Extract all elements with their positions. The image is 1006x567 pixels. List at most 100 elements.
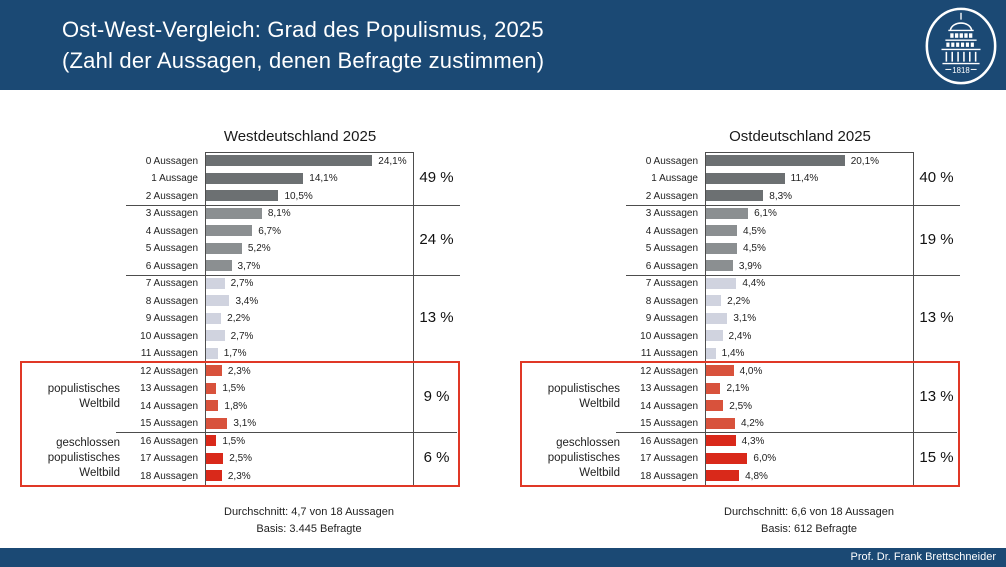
divider-line xyxy=(616,432,957,433)
value-label: 8,1% xyxy=(267,208,291,219)
chart-footnote: Basis: 612 Befragte xyxy=(760,523,857,535)
bar xyxy=(206,277,225,289)
logo-year: 1818 xyxy=(952,66,969,75)
chart-footnote: Durchschnitt: 4,7 von 18 Aussagen xyxy=(224,506,394,518)
value-label: 4,4% xyxy=(742,278,766,289)
group-share-label: 6 % xyxy=(423,449,450,467)
divider-line xyxy=(116,432,457,433)
value-label: 14,1% xyxy=(309,173,338,184)
group-share-label: 15 % xyxy=(919,449,954,467)
chart-footnote: Durchschnitt: 6,6 von 18 Aussagen xyxy=(724,506,894,518)
value-label: 5,2% xyxy=(247,243,271,254)
category-label: 18 Aussagen xyxy=(140,470,198,482)
value-label: 4,5% xyxy=(743,225,766,237)
bar xyxy=(706,295,722,307)
category-label: 11 Aussagen xyxy=(140,348,198,359)
category-label: 5 Aussagen xyxy=(145,243,198,254)
slide-title-line1: Ost-West-Vergleich: Grad des Populismus,… xyxy=(62,17,544,42)
populism-highlight-box xyxy=(520,361,960,487)
value-label: 2,5% xyxy=(229,453,253,464)
category-label: 10 Aussagen xyxy=(640,330,698,342)
value-label: 20,1% xyxy=(850,155,880,167)
category-label: 11 Aussagen xyxy=(640,348,698,359)
bar xyxy=(206,435,217,447)
category-label: 0 Aussagen xyxy=(645,155,698,167)
value-label: 6,1% xyxy=(754,208,777,219)
bar xyxy=(206,225,253,237)
bar xyxy=(706,242,738,254)
category-label: 12 Aussagen xyxy=(640,365,698,377)
chart-footnote: Basis: 3.445 Befragte xyxy=(256,523,362,535)
group-share-label: 24 % xyxy=(419,230,454,248)
bar xyxy=(706,225,738,237)
category-label: 9 Aussagen xyxy=(645,313,698,324)
value-label: 2,5% xyxy=(729,400,753,412)
divider-line xyxy=(913,152,914,485)
bar xyxy=(706,260,733,272)
bar xyxy=(206,190,279,202)
value-label: 1,8% xyxy=(224,400,248,412)
value-label: 1,4% xyxy=(721,348,745,359)
value-label: 4,8% xyxy=(745,470,768,482)
chart-title: Westdeutschland 2025 xyxy=(223,128,377,145)
category-label: 1 Aussage xyxy=(151,173,198,184)
chart-west: Westdeutschland 2025 0 Aussagen 24,1% 1 Aus… xyxy=(20,120,482,548)
bar xyxy=(706,417,735,429)
value-label: 3,1% xyxy=(233,418,257,429)
bar xyxy=(706,330,723,342)
credit-bar: Prof. Dr. Frank Brettschneider xyxy=(0,548,1006,567)
value-label: 2,2% xyxy=(727,295,750,307)
category-label: 13 Aussagen xyxy=(140,383,198,394)
category-label: 17 Aussagen xyxy=(640,453,698,464)
value-label: 6,7% xyxy=(258,225,282,237)
bar xyxy=(206,207,262,219)
divider-line xyxy=(126,204,460,206)
value-label: 4,0% xyxy=(739,365,763,377)
category-label: 8 Aussagen xyxy=(145,295,198,307)
value-label: 3,7% xyxy=(237,260,261,272)
bar xyxy=(206,347,218,359)
bar xyxy=(206,295,230,307)
bar xyxy=(706,207,749,219)
divider-line xyxy=(413,152,414,485)
category-label: 3 Aussagen xyxy=(645,208,698,219)
value-label: 11,4% xyxy=(790,173,819,184)
category-label: 2 Aussagen xyxy=(645,190,698,202)
category-label: 15 Aussagen xyxy=(140,418,198,429)
category-label: 3 Aussagen xyxy=(145,208,198,219)
bar xyxy=(206,242,242,254)
bar xyxy=(706,470,740,482)
value-label: 24,1% xyxy=(378,155,407,167)
value-label: 2,4% xyxy=(728,330,752,342)
bar xyxy=(706,400,724,412)
value-label: 10,5% xyxy=(284,190,313,202)
category-label: 14 Aussagen xyxy=(140,400,198,412)
bar xyxy=(206,365,222,377)
bar xyxy=(206,312,222,324)
bar xyxy=(706,382,721,394)
category-label: 7 Aussagen xyxy=(645,278,698,289)
bar xyxy=(206,400,219,412)
slide-title-line2: (Zahl der Aussagen, denen Befragte zusti… xyxy=(62,48,545,73)
category-label: 17 Aussagen xyxy=(140,453,198,464)
bar xyxy=(706,347,716,359)
category-label: 14 Aussagen xyxy=(640,400,698,412)
value-label: 1,5% xyxy=(222,435,246,447)
bar xyxy=(206,470,222,482)
bar xyxy=(706,172,785,184)
slide-header: Ost-West-Vergleich: Grad des Populismus,… xyxy=(0,0,1006,90)
category-label: 12 Aussagen xyxy=(140,365,198,377)
category-label: 15 Aussagen xyxy=(640,418,698,429)
bar xyxy=(206,417,228,429)
populism-highlight-box xyxy=(20,361,460,487)
divider-line xyxy=(626,274,960,276)
bar xyxy=(706,277,737,289)
divider-line xyxy=(126,274,460,276)
group-annotation: populistisches Weltbild xyxy=(547,383,620,410)
category-label: 10 Aussagen xyxy=(140,330,198,342)
group-annotation: geschlossen populistisches Weltbild xyxy=(47,436,120,479)
category-label: 5 Aussagen xyxy=(645,243,698,254)
value-label: 3,9% xyxy=(738,260,762,272)
bar xyxy=(706,452,748,464)
bar xyxy=(706,155,845,167)
